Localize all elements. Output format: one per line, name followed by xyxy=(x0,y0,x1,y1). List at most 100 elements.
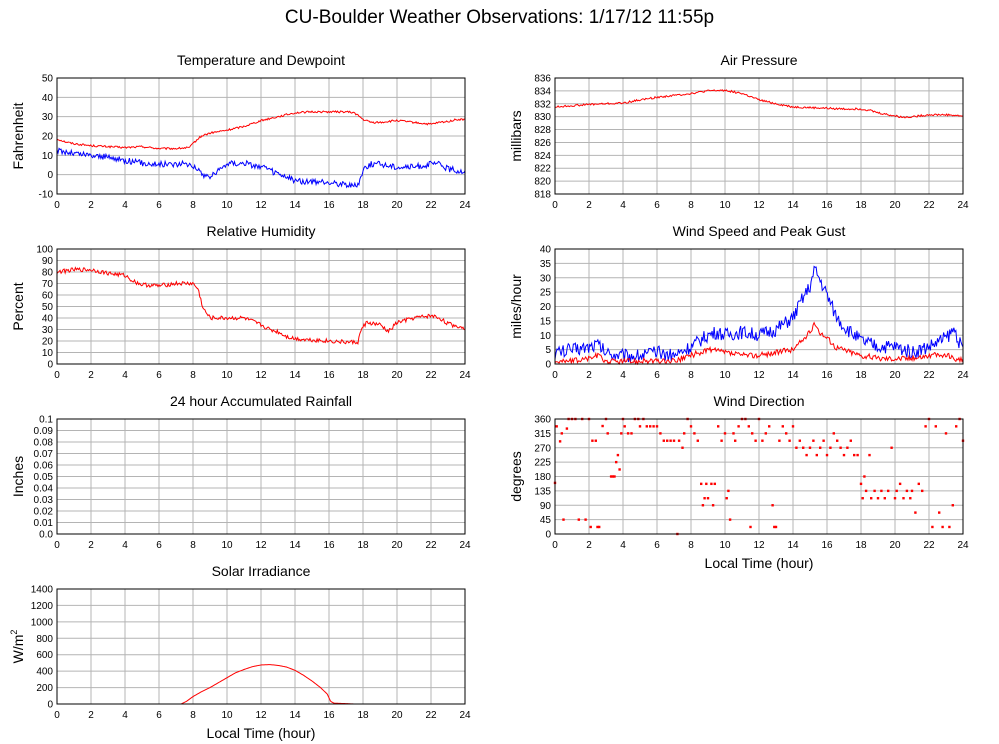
x-tick-label: 16 xyxy=(821,370,833,381)
data-point xyxy=(669,439,672,442)
x-tick-label: 24 xyxy=(957,370,969,381)
y-tick-label: 0.03 xyxy=(34,495,54,506)
data-point xyxy=(836,439,839,442)
x-tick-label: 16 xyxy=(821,200,833,211)
y-tick-label: 0 xyxy=(545,530,551,541)
y-tick-label: 35 xyxy=(540,259,552,270)
x-tick-label: 8 xyxy=(688,540,694,551)
x-tick-label: 20 xyxy=(889,370,901,381)
x-tick-label: 10 xyxy=(719,200,731,211)
data-point xyxy=(623,425,626,428)
y-axis-label: Inches xyxy=(10,456,26,497)
y-tick-label: 270 xyxy=(534,443,551,454)
data-point xyxy=(652,425,655,428)
y-tick-label: 800 xyxy=(36,634,53,645)
data-point xyxy=(703,497,706,500)
data-point xyxy=(717,425,720,428)
data-point xyxy=(693,432,696,435)
data-point xyxy=(737,425,740,428)
data-point xyxy=(677,439,681,442)
y-tick-label: 0.06 xyxy=(34,461,54,472)
y-tick-label: 50 xyxy=(42,302,54,313)
x-tick-label: 8 xyxy=(190,200,196,211)
data-point xyxy=(887,489,890,493)
data-point xyxy=(751,432,754,435)
y-axis-label: Percent xyxy=(10,282,26,330)
data-point xyxy=(734,439,737,442)
x-tick-label: 4 xyxy=(122,710,128,721)
x-tick-label: 24 xyxy=(459,200,471,211)
x-tick-label: 2 xyxy=(88,200,94,211)
x-tick-label: 14 xyxy=(289,710,301,721)
data-point xyxy=(951,504,954,507)
y-tick-label: 0.1 xyxy=(39,415,53,426)
y-axis-label: miles/hour xyxy=(508,274,524,339)
data-point xyxy=(905,489,909,493)
y-tick-label: 0 xyxy=(47,360,53,371)
data-point xyxy=(846,446,849,449)
data-point xyxy=(662,439,665,442)
data-point xyxy=(898,482,902,486)
y-tick-label: 0 xyxy=(47,700,53,711)
data-point xyxy=(649,425,652,428)
y-tick-label: 20 xyxy=(42,132,54,143)
data-point xyxy=(853,453,856,457)
data-point xyxy=(723,432,727,435)
x-tick-label: 20 xyxy=(391,540,403,551)
y-tick-label: 20 xyxy=(540,302,552,313)
data-point xyxy=(880,489,883,493)
x-tick-label: 6 xyxy=(654,200,660,211)
x-axis-label: Local Time (hour) xyxy=(705,555,814,571)
x-tick-label: 6 xyxy=(156,200,162,211)
data-point xyxy=(706,497,710,500)
x-tick-label: 10 xyxy=(719,370,731,381)
data-point xyxy=(863,475,866,478)
data-point xyxy=(611,475,614,478)
chart-title: Relative Humidity xyxy=(207,223,316,239)
chart-title: Temperature and Dewpoint xyxy=(177,52,345,68)
data-point xyxy=(558,440,562,443)
data-point xyxy=(895,489,898,493)
x-tick-label: 0 xyxy=(552,540,558,551)
x-tick-label: 20 xyxy=(889,200,901,211)
data-point xyxy=(560,432,563,435)
y-tick-label: 1400 xyxy=(31,585,54,596)
data-point xyxy=(773,525,776,529)
series-line xyxy=(555,321,963,365)
data-point xyxy=(791,425,795,428)
y-tick-label: 0.02 xyxy=(34,507,54,518)
x-tick-label: 16 xyxy=(323,370,335,381)
y-tick-label: 0.0 xyxy=(39,530,53,541)
y-tick-label: 225 xyxy=(534,458,551,469)
x-tick-label: 12 xyxy=(255,370,267,381)
plot-frame xyxy=(554,248,964,365)
data-point xyxy=(825,453,829,457)
x-tick-label: 18 xyxy=(357,370,369,381)
chart-title: 24 hour Accumulated Rainfall xyxy=(170,393,352,409)
y-tick-label: 40 xyxy=(42,93,54,104)
x-tick-label: 14 xyxy=(289,370,301,381)
data-point xyxy=(914,511,917,514)
x-tick-label: 18 xyxy=(357,710,369,721)
data-point xyxy=(701,504,705,507)
y-tick-label: 5 xyxy=(545,345,551,356)
data-point xyxy=(856,453,859,457)
data-point xyxy=(620,432,623,435)
x-tick-label: 18 xyxy=(357,200,369,211)
data-point xyxy=(749,525,752,529)
data-point xyxy=(711,504,715,507)
x-tick-label: 12 xyxy=(255,710,267,721)
data-point xyxy=(941,525,944,529)
y-tick-label: 0.08 xyxy=(34,438,54,449)
y-tick-label: 1200 xyxy=(31,601,54,612)
x-tick-label: 10 xyxy=(221,540,233,551)
data-point xyxy=(615,460,618,464)
data-point xyxy=(601,424,604,428)
y-tick-label: 30 xyxy=(42,112,54,123)
x-tick-label: 10 xyxy=(221,370,233,381)
x-tick-label: 4 xyxy=(122,370,128,381)
y-tick-label: 600 xyxy=(36,650,53,661)
x-tick-label: 8 xyxy=(688,200,694,211)
